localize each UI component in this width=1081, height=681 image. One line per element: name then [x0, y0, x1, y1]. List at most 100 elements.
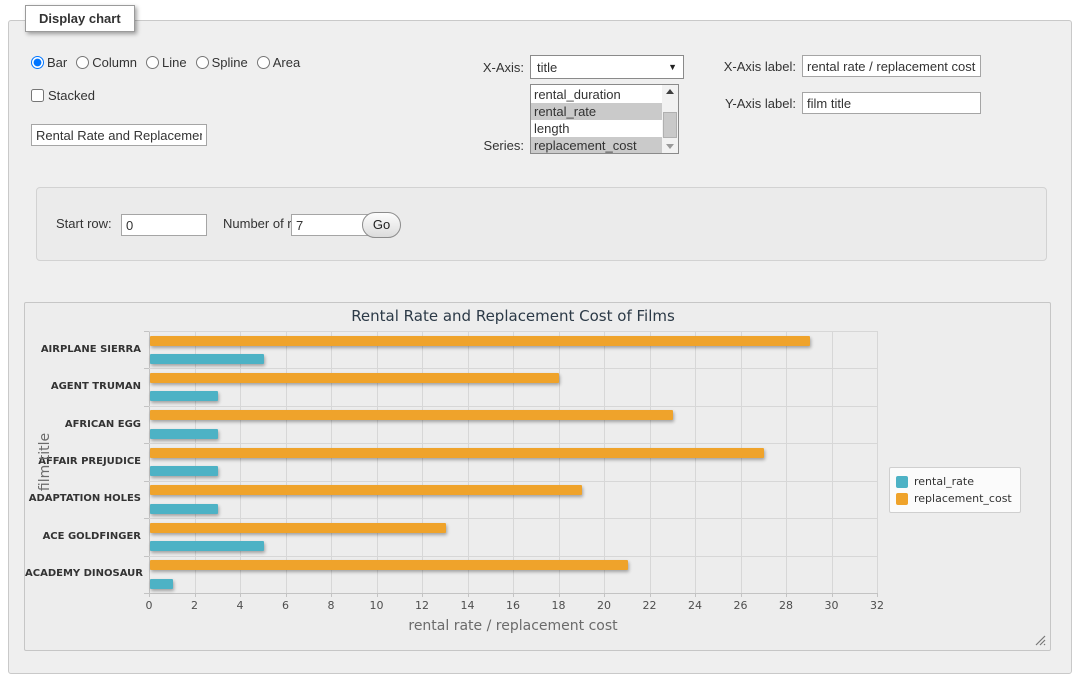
chart-type-radio-bar[interactable]	[31, 56, 44, 69]
gridline-vertical	[422, 331, 423, 593]
gridline-vertical	[650, 331, 651, 593]
gridline-horizontal	[149, 331, 877, 332]
gridline-vertical	[149, 331, 150, 593]
chart-y-axis-title: film title	[37, 433, 53, 491]
legend-label: replacement_cost	[914, 492, 1012, 505]
category-label: ADAPTATION HOLES	[25, 493, 141, 504]
gridline-vertical	[377, 331, 378, 593]
bar-replacement_cost[interactable]	[150, 523, 446, 533]
x-axis-tick	[877, 593, 878, 597]
scrollbar-thumb[interactable]	[663, 112, 677, 138]
x-tick-label: 24	[675, 599, 715, 612]
y-axis-tick	[144, 556, 149, 557]
fieldset-legend: Display chart	[25, 5, 135, 32]
bar-rental_rate[interactable]	[150, 579, 173, 589]
series-listbox[interactable]: rental_durationrental_ratelengthreplacem…	[530, 84, 679, 154]
row-range-panel: Start row: Number of rows: Go	[36, 187, 1047, 261]
category-label: ACADEMY DINOSAUR	[25, 568, 141, 579]
gridline-horizontal	[149, 593, 877, 594]
x-tick-label: 8	[311, 599, 351, 612]
series-option-rental_rate[interactable]: rental_rate	[531, 103, 662, 120]
x-tick-label: 16	[493, 599, 533, 612]
bar-rental_rate[interactable]	[150, 429, 218, 439]
legend-swatch-icon	[896, 476, 908, 488]
start-row-label: Start row:	[56, 216, 112, 231]
gridline-vertical	[331, 331, 332, 593]
chart-type-radio-group: Bar Column Line Spline Area	[31, 55, 305, 70]
x-tick-label: 18	[539, 599, 579, 612]
y-axis-label-input[interactable]	[802, 92, 981, 114]
x-axis-label-input[interactable]	[802, 55, 981, 77]
x-tick-label: 0	[129, 599, 169, 612]
gridline-horizontal	[149, 406, 877, 407]
chart-type-option-area[interactable]: Area	[257, 55, 300, 70]
category-label: AFRICAN EGG	[25, 419, 141, 430]
bar-replacement_cost[interactable]	[150, 560, 628, 570]
y-axis-tick	[144, 443, 149, 444]
gridline-horizontal	[149, 556, 877, 557]
y-axis-tick	[144, 331, 149, 332]
chart-title-input[interactable]	[31, 124, 207, 146]
chart-type-radio-area[interactable]	[257, 56, 270, 69]
stacked-checkbox[interactable]	[31, 89, 44, 102]
chart-type-radio-label: Line	[162, 55, 187, 70]
bar-rental_rate[interactable]	[150, 466, 218, 476]
stacked-row: Stacked	[31, 88, 95, 103]
gridline-vertical	[240, 331, 241, 593]
chart-title: Rental Rate and Replacement Cost of Film…	[149, 307, 877, 325]
chart-legend: rental_rate replacement_cost	[889, 467, 1021, 513]
chart-type-radio-column[interactable]	[76, 56, 89, 69]
listbox-scrollbar[interactable]	[662, 85, 678, 153]
scroll-down-icon[interactable]	[662, 140, 678, 153]
legend-item-replacement_cost[interactable]: replacement_cost	[896, 490, 1012, 507]
legend-label: rental_rate	[914, 475, 974, 488]
x-tick-label: 20	[584, 599, 624, 612]
chart-type-radio-spline[interactable]	[196, 56, 209, 69]
bar-replacement_cost[interactable]	[150, 373, 559, 383]
series-option-replacement_cost[interactable]: replacement_cost	[531, 137, 662, 154]
chart-type-option-bar[interactable]: Bar	[31, 55, 67, 70]
y-axis-tick	[144, 593, 149, 594]
gridline-vertical	[786, 331, 787, 593]
scroll-up-icon[interactable]	[662, 85, 678, 98]
gridline-vertical	[513, 331, 514, 593]
series-options: rental_durationrental_ratelengthreplacem…	[531, 86, 662, 154]
legend-item-rental_rate[interactable]: rental_rate	[896, 473, 1012, 490]
x-axis-label-field-label: X-Axis label:	[712, 59, 796, 74]
bar-replacement_cost[interactable]	[150, 448, 764, 458]
gridline-horizontal	[149, 368, 877, 369]
bar-replacement_cost[interactable]	[150, 485, 582, 495]
y-axis-tick	[144, 406, 149, 407]
gridline-vertical	[604, 331, 605, 593]
bar-rental_rate[interactable]	[150, 391, 218, 401]
app-page: Display chart Bar Column Line Spline Area St…	[0, 0, 1081, 681]
gridline-horizontal	[149, 443, 877, 444]
y-axis-tick	[144, 518, 149, 519]
chart-type-option-spline[interactable]: Spline	[196, 55, 248, 70]
chart-type-option-column[interactable]: Column	[76, 55, 137, 70]
gridline-vertical	[195, 331, 196, 593]
y-axis-tick	[144, 368, 149, 369]
bar-replacement_cost[interactable]	[150, 410, 673, 420]
chevron-down-icon: ▼	[668, 62, 677, 72]
y-axis-tick	[144, 481, 149, 482]
x-axis-select[interactable]: title ▼	[530, 55, 684, 79]
series-select-label: Series:	[450, 138, 524, 153]
start-row-input[interactable]	[121, 214, 207, 236]
x-tick-label: 6	[266, 599, 306, 612]
chart-type-option-line[interactable]: Line	[146, 55, 187, 70]
gridline-vertical	[468, 331, 469, 593]
resize-handle-icon[interactable]	[1034, 634, 1046, 646]
series-option-length[interactable]: length	[531, 120, 662, 137]
bar-replacement_cost[interactable]	[150, 336, 810, 346]
go-button[interactable]: Go	[362, 212, 401, 238]
gridline-vertical	[286, 331, 287, 593]
chart-type-radio-line[interactable]	[146, 56, 159, 69]
bar-rental_rate[interactable]	[150, 541, 264, 551]
bar-rental_rate[interactable]	[150, 354, 264, 364]
gridline-horizontal	[149, 481, 877, 482]
stacked-label: Stacked	[48, 88, 95, 103]
gridline-vertical	[832, 331, 833, 593]
series-option-rental_duration[interactable]: rental_duration	[531, 86, 662, 103]
bar-rental_rate[interactable]	[150, 504, 218, 514]
